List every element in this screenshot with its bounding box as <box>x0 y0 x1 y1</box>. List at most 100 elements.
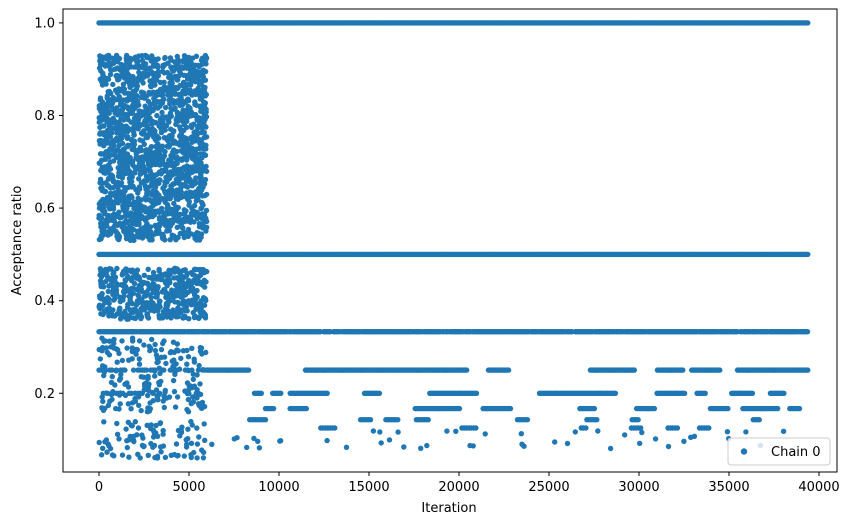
data-point <box>102 439 108 445</box>
data-point <box>100 398 106 405</box>
data-point <box>201 421 207 427</box>
data-point <box>163 360 169 367</box>
data-point <box>105 275 111 282</box>
data-point <box>395 417 401 423</box>
data-point <box>111 453 117 459</box>
data-point <box>141 272 147 278</box>
data-point <box>184 406 190 413</box>
data-point <box>262 417 269 423</box>
data-point <box>111 297 117 303</box>
data-point <box>681 390 688 396</box>
data-point <box>153 422 159 429</box>
data-point <box>482 431 488 437</box>
data-point <box>99 228 105 234</box>
data-point <box>155 208 161 214</box>
data-point <box>756 417 762 423</box>
data-point <box>144 215 150 221</box>
data-point <box>136 356 142 362</box>
data-point <box>119 338 125 344</box>
data-point <box>637 440 643 447</box>
data-point <box>98 311 104 317</box>
data-point <box>564 440 571 447</box>
data-point <box>165 144 172 150</box>
data-point <box>622 432 628 438</box>
data-point <box>144 191 150 197</box>
data-point <box>116 406 122 412</box>
data-point <box>150 398 156 404</box>
data-point <box>106 311 112 317</box>
data-point <box>101 123 107 129</box>
data-point <box>169 296 175 302</box>
data-point <box>132 315 139 322</box>
data-point <box>114 431 121 437</box>
data-point <box>145 387 152 393</box>
data-point <box>117 215 123 221</box>
data-point <box>104 449 110 455</box>
data-point <box>128 422 134 428</box>
data-point <box>651 405 658 412</box>
data-point <box>178 355 184 361</box>
data-point <box>189 181 196 188</box>
data-point <box>652 436 659 442</box>
data-point <box>184 361 190 367</box>
data-point <box>191 449 197 456</box>
data-point <box>135 451 141 457</box>
data-point <box>174 62 180 68</box>
data-point <box>124 143 131 150</box>
data-point <box>124 135 131 141</box>
data-point <box>152 347 159 354</box>
data-point <box>324 390 330 396</box>
data-point <box>631 367 637 373</box>
data-point <box>112 382 118 388</box>
data-point <box>149 284 155 290</box>
data-point <box>124 444 130 451</box>
data-point <box>171 275 177 281</box>
data-point <box>251 435 257 442</box>
data-point <box>154 112 160 119</box>
data-point <box>134 232 141 238</box>
data-point <box>117 375 124 382</box>
data-point <box>185 354 192 360</box>
data-point <box>181 193 187 199</box>
scatter-points <box>96 20 811 461</box>
data-point <box>121 117 127 123</box>
data-point <box>126 58 132 64</box>
data-point <box>198 305 204 311</box>
data-point <box>518 431 524 437</box>
data-point <box>118 101 124 107</box>
data-point <box>324 437 330 444</box>
data-point <box>179 89 186 96</box>
data-point <box>122 381 128 387</box>
data-point <box>156 268 162 274</box>
data-point <box>639 429 645 436</box>
data-point <box>136 361 143 367</box>
data-point <box>158 129 165 136</box>
data-point <box>583 425 589 431</box>
data-point <box>401 444 407 450</box>
data-point <box>196 63 202 70</box>
data-point <box>174 53 180 60</box>
data-point <box>147 237 153 243</box>
data-point <box>594 417 600 423</box>
data-point <box>172 404 179 410</box>
data-point <box>147 224 154 230</box>
data-point <box>775 405 781 412</box>
data-point <box>162 287 168 294</box>
data-point <box>116 436 122 442</box>
data-point <box>805 20 811 26</box>
data-point <box>106 305 113 311</box>
data-point <box>197 123 203 130</box>
data-point <box>101 419 107 425</box>
data-point <box>134 267 141 273</box>
data-point <box>702 390 708 396</box>
data-point <box>203 124 209 130</box>
data-point <box>193 102 200 109</box>
data-point <box>158 354 164 360</box>
data-point <box>126 212 132 219</box>
data-point <box>258 390 264 396</box>
data-point <box>106 110 112 116</box>
data-point <box>456 405 463 412</box>
data-point <box>591 405 598 412</box>
data-point <box>120 297 126 303</box>
data-point <box>144 375 151 381</box>
